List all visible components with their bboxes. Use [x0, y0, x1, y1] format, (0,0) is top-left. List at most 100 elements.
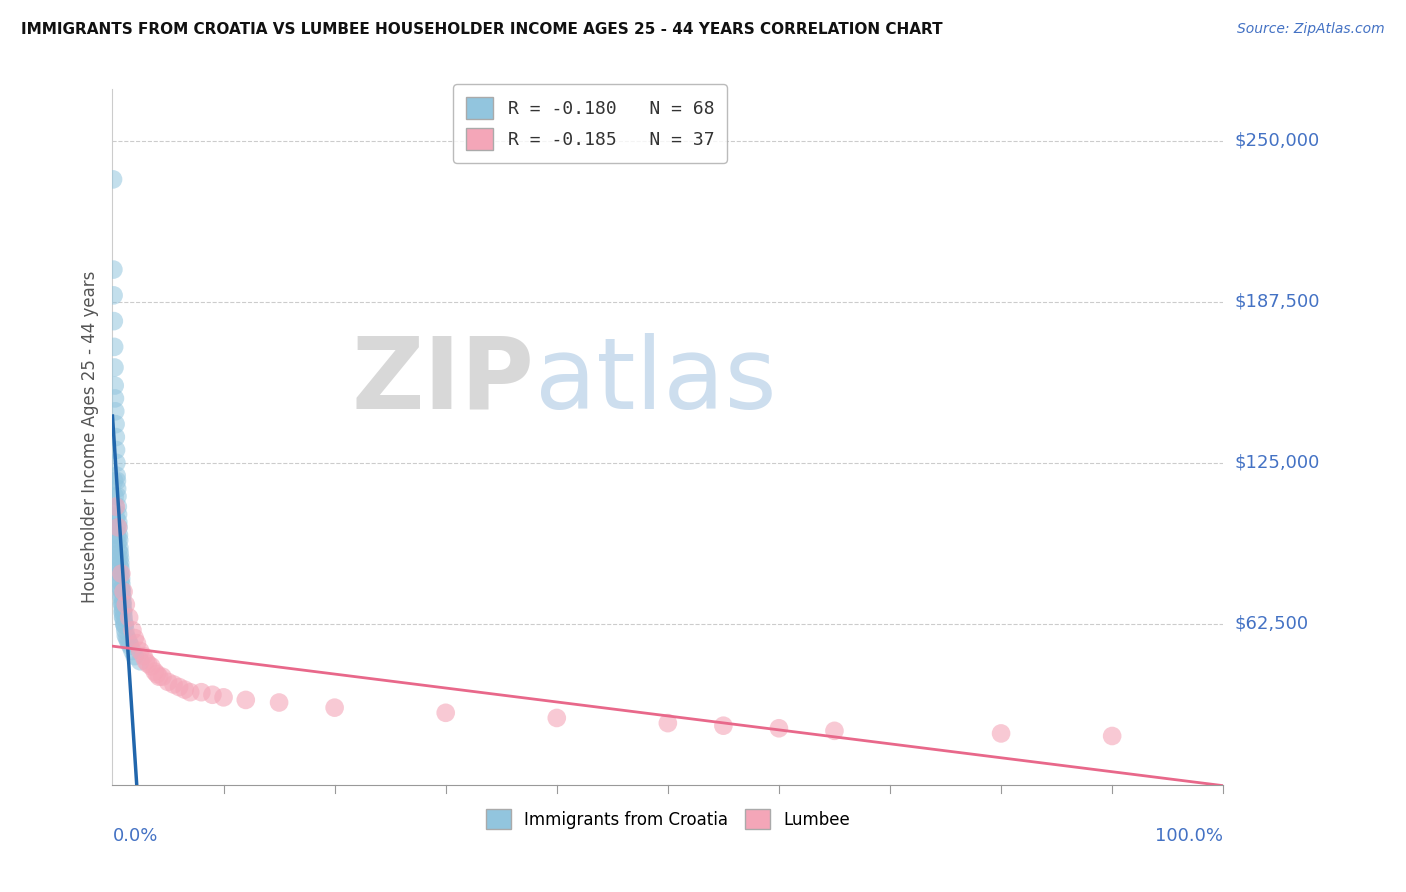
- Point: [114, 618, 136, 632]
- Point: [105, 468, 128, 483]
- Point: [143, 665, 166, 679]
- Point: [107, 489, 129, 503]
- Point: [546, 711, 568, 725]
- Point: [104, 489, 127, 503]
- Point: [104, 510, 127, 524]
- Point: [118, 610, 141, 624]
- Point: [103, 314, 125, 328]
- Point: [107, 551, 129, 566]
- Point: [146, 667, 169, 681]
- Point: [110, 582, 132, 596]
- Point: [110, 557, 132, 571]
- Point: [114, 618, 136, 632]
- Y-axis label: Householder Income Ages 25 - 44 years: Householder Income Ages 25 - 44 years: [80, 271, 98, 603]
- Point: [713, 719, 735, 733]
- Point: [103, 474, 125, 488]
- Point: [323, 700, 346, 714]
- Point: [105, 442, 128, 457]
- Text: 100.0%: 100.0%: [1156, 827, 1223, 845]
- Point: [108, 528, 131, 542]
- Text: $125,000: $125,000: [1234, 454, 1320, 472]
- Point: [110, 582, 132, 596]
- Point: [111, 590, 134, 604]
- Point: [104, 500, 127, 514]
- Point: [148, 670, 170, 684]
- Point: [152, 670, 174, 684]
- Point: [111, 605, 134, 619]
- Point: [108, 541, 131, 555]
- Point: [111, 598, 134, 612]
- Text: IMMIGRANTS FROM CROATIA VS LUMBEE HOUSEHOLDER INCOME AGES 25 - 44 YEARS CORRELAT: IMMIGRANTS FROM CROATIA VS LUMBEE HOUSEH…: [21, 22, 942, 37]
- Point: [105, 482, 128, 496]
- Point: [114, 628, 136, 642]
- Point: [112, 610, 135, 624]
- Text: $62,500: $62,500: [1234, 615, 1309, 633]
- Point: [235, 693, 257, 707]
- Point: [190, 685, 212, 699]
- Point: [104, 430, 127, 444]
- Point: [114, 598, 136, 612]
- Point: [121, 624, 143, 638]
- Point: [118, 636, 141, 650]
- Point: [124, 631, 146, 645]
- Point: [111, 595, 134, 609]
- Point: [136, 657, 159, 671]
- Point: [141, 659, 163, 673]
- Point: [173, 682, 195, 697]
- Text: Source: ZipAtlas.com: Source: ZipAtlas.com: [1237, 22, 1385, 37]
- Point: [108, 533, 131, 548]
- Point: [104, 500, 127, 514]
- Text: $187,500: $187,500: [1234, 293, 1320, 310]
- Point: [157, 674, 180, 689]
- Point: [110, 590, 132, 604]
- Point: [104, 378, 127, 392]
- Point: [112, 584, 135, 599]
- Point: [107, 535, 129, 549]
- Point: [112, 615, 135, 630]
- Point: [120, 639, 142, 653]
- Point: [129, 654, 152, 668]
- Point: [124, 649, 146, 664]
- Text: ZIP: ZIP: [352, 333, 534, 430]
- Point: [129, 644, 152, 658]
- Point: [112, 603, 135, 617]
- Point: [110, 566, 132, 581]
- Point: [990, 726, 1012, 740]
- Point: [110, 572, 132, 586]
- Point: [107, 500, 129, 514]
- Point: [107, 520, 129, 534]
- Point: [768, 721, 790, 735]
- Point: [107, 520, 129, 534]
- Point: [104, 392, 127, 406]
- Point: [267, 696, 291, 710]
- Point: [108, 558, 131, 573]
- Point: [103, 360, 125, 375]
- Point: [103, 288, 125, 302]
- Point: [103, 340, 125, 354]
- Point: [201, 688, 224, 702]
- Point: [108, 551, 131, 566]
- Point: [162, 677, 184, 691]
- Point: [101, 172, 124, 186]
- Text: atlas: atlas: [534, 333, 776, 430]
- Point: [105, 520, 128, 534]
- Point: [110, 566, 132, 581]
- Point: [111, 598, 134, 612]
- Point: [121, 644, 143, 658]
- Legend: Immigrants from Croatia, Lumbee: Immigrants from Croatia, Lumbee: [475, 799, 860, 839]
- Point: [111, 584, 134, 599]
- Point: [112, 610, 135, 624]
- Point: [107, 508, 129, 522]
- Point: [105, 528, 128, 542]
- Point: [657, 716, 679, 731]
- Point: [824, 723, 846, 738]
- Point: [108, 546, 131, 560]
- Point: [167, 680, 190, 694]
- Point: [114, 624, 136, 638]
- Point: [110, 574, 132, 589]
- Point: [132, 649, 155, 664]
- Point: [179, 685, 201, 699]
- Point: [107, 543, 129, 558]
- Text: 0.0%: 0.0%: [112, 827, 157, 845]
- Point: [434, 706, 457, 720]
